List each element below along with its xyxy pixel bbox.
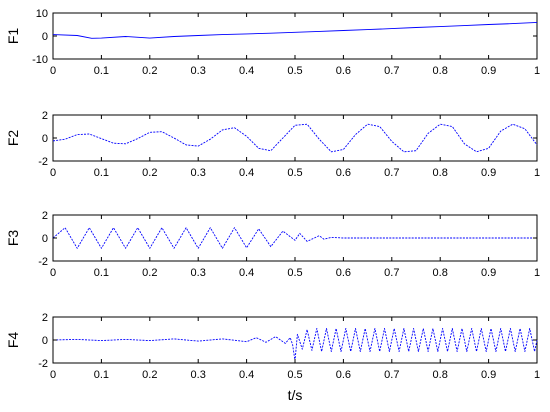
y-axis-label: F4 (5, 332, 21, 349)
x-tick-label: 0.1 (94, 267, 109, 279)
x-tick-label: 0.2 (142, 167, 157, 179)
y-tick-label: -2 (38, 156, 48, 168)
x-tick-label: 0.3 (191, 267, 206, 279)
series-line-1 (52, 123, 538, 153)
x-tick-label: 0.4 (239, 167, 254, 179)
x-tick-label: 0.6 (336, 267, 351, 279)
x-tick-label: 0.9 (481, 65, 496, 77)
y-axis-label: F3 (5, 230, 21, 247)
axes-frame (52, 114, 538, 162)
x-tick-label: 0.8 (433, 267, 448, 279)
y-tick-label: -10 (32, 54, 48, 66)
x-tick-label: 0.9 (481, 267, 496, 279)
y-tick-label: 0 (42, 133, 48, 145)
x-tick-label: 0 (50, 167, 56, 179)
x-tick-label: 0.4 (239, 369, 254, 381)
x-tick-label: 0.5 (287, 65, 302, 77)
x-tick-label: 0.7 (384, 65, 399, 77)
y-axis-label: F1 (5, 28, 21, 45)
x-tick-label: 0.7 (384, 167, 399, 179)
x-tick-label: 1 (534, 369, 540, 381)
x-tick-label: 0.5 (287, 167, 302, 179)
y-tick-label: 0 (42, 335, 48, 347)
y-tick-label: 2 (42, 312, 48, 324)
x-tick-label: 0.8 (433, 167, 448, 179)
y-tick-label: 0 (42, 31, 48, 43)
series-line-1 (52, 227, 537, 249)
x-tick-label: 0.2 (142, 267, 157, 279)
x-tick-label: 0.2 (142, 369, 157, 381)
x-tick-label: 0.1 (94, 167, 109, 179)
x-tick-label: 0 (50, 65, 56, 77)
y-tick-label: -2 (38, 358, 48, 370)
y-tick-label: 2 (42, 210, 48, 222)
x-tick-label: 0.5 (287, 267, 302, 279)
series-line-1 (52, 21, 538, 39)
x-tick-label: 0.7 (384, 369, 399, 381)
x-tick-label: 1 (534, 167, 540, 179)
x-tick-label: 0.6 (336, 369, 351, 381)
x-tick-label: 1 (534, 65, 540, 77)
y-tick-label: -2 (38, 256, 48, 268)
x-tick-label: 0 (50, 267, 56, 279)
x-tick-label: 0.8 (433, 65, 448, 77)
x-axis-label: t/s (288, 387, 303, 403)
x-tick-label: 0.7 (384, 267, 399, 279)
x-tick-label: 0.6 (336, 65, 351, 77)
x-tick-label: 0 (50, 369, 56, 381)
y-tick-label: 0 (42, 233, 48, 245)
x-tick-label: 0.3 (191, 65, 206, 77)
y-tick-label: 10 (36, 8, 48, 20)
axes-frame (52, 12, 538, 60)
x-tick-label: 0.5 (287, 369, 302, 381)
y-tick-label: 2 (42, 110, 48, 122)
x-tick-label: 0.8 (433, 369, 448, 381)
y-axis-label: F2 (5, 130, 21, 147)
axes-frame (52, 214, 538, 262)
x-tick-label: 0.9 (481, 167, 496, 179)
x-tick-label: 0.6 (336, 167, 351, 179)
x-tick-label: 1 (534, 267, 540, 279)
x-tick-label: 0.1 (94, 65, 109, 77)
series-line-1 (52, 328, 538, 362)
x-tick-label: 0.9 (481, 369, 496, 381)
x-tick-label: 0.3 (191, 369, 206, 381)
x-tick-label: 0.3 (191, 167, 206, 179)
x-tick-label: 0.1 (94, 369, 109, 381)
x-tick-label: 0.2 (142, 65, 157, 77)
x-tick-label: 0.4 (239, 65, 254, 77)
x-tick-label: 0.4 (239, 267, 254, 279)
